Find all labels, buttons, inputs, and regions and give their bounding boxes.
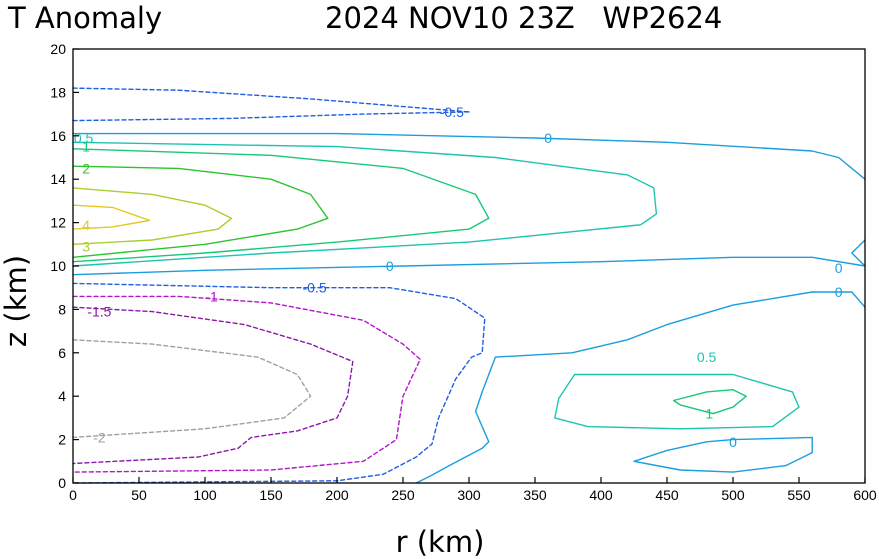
contour-line-10: [72, 282, 486, 484]
x-axis: 0 50 100 150 200 250 300 350 400 450 500 550 600: [69, 477, 877, 503]
contour-label: 0: [729, 434, 737, 450]
contour-line-2: [72, 132, 866, 180]
x-tick-label: 200: [325, 487, 349, 503]
x-tick-label: 350: [523, 487, 547, 503]
y-tick-label: 0: [58, 475, 66, 491]
contour-label: 0: [835, 260, 843, 276]
contour-line-8: [72, 256, 866, 276]
contour-line-16: [672, 389, 747, 415]
x-tick-label: 250: [391, 487, 415, 503]
contour-label: 0: [386, 258, 394, 274]
contour-line-4: [72, 148, 490, 263]
x-tick-label: 450: [655, 487, 679, 503]
x-axis-label: r (km): [396, 525, 485, 559]
contour-label: -2: [93, 429, 106, 445]
contour-label: -0.5: [302, 280, 326, 296]
contour-label: 0: [835, 284, 843, 300]
contour-line-1: [72, 111, 470, 122]
x-tick-label: 400: [589, 487, 613, 503]
plot-frame: [72, 48, 866, 484]
y-tick-label: 6: [58, 345, 66, 361]
contour-label: 3: [82, 238, 90, 254]
x-tick-label: 100: [193, 487, 217, 503]
chart-subtitle: 2024 NOV10 23Z WP2624: [325, 1, 722, 35]
y-tick-label: 18: [50, 84, 66, 100]
contour-line-13: [72, 339, 312, 439]
x-tick-label: 600: [853, 487, 877, 503]
y-axis-label: z (km): [0, 255, 33, 347]
contour-label: 2: [82, 160, 90, 176]
y-tick-label: 4: [58, 388, 66, 404]
y-tick-label: 14: [50, 171, 66, 187]
contour-label: 0: [544, 130, 552, 146]
contour-label: 0.5: [697, 349, 717, 365]
contour-label: -1: [205, 288, 218, 304]
y-tick-label: 16: [50, 128, 66, 144]
contour-label: -0.5: [440, 104, 464, 120]
contour-line-6: [72, 187, 233, 245]
contour-line-0: [72, 87, 470, 113]
y-tick-label: 2: [58, 432, 66, 448]
x-tick-label: 150: [259, 487, 283, 503]
x-tick-label: 50: [131, 487, 147, 503]
x-tick-label: 0: [69, 487, 77, 503]
contour-line-14: [415, 291, 866, 484]
y-tick-label: 8: [58, 301, 66, 317]
contour-line-12: [72, 306, 354, 465]
contour-line-17: [633, 436, 813, 473]
y-tick-label: 10: [50, 258, 66, 274]
contour-label: 1: [82, 139, 90, 155]
contour-line-3: [72, 141, 658, 267]
chart-title: T Anomaly: [7, 1, 162, 35]
contour-line-9: [851, 239, 866, 267]
contour-line-15: [554, 373, 800, 430]
contour-label: 4: [82, 217, 90, 233]
x-tick-label: 550: [787, 487, 811, 503]
y-tick-label: 20: [50, 41, 66, 57]
contour-layer: [72, 87, 866, 484]
contour-line-11: [72, 295, 421, 473]
y-axis: 0 2 4 6 8 10 12 14 16 18 20: [50, 41, 79, 491]
contour-label: 1: [705, 406, 713, 422]
x-tick-label: 500: [721, 487, 745, 503]
y-tick-label: 12: [50, 215, 66, 231]
contour-label: -1.5: [87, 304, 111, 320]
contour-line-7: [72, 204, 151, 230]
x-tick-label: 300: [457, 487, 481, 503]
contour-line-5: [72, 165, 329, 258]
contour-label: 0.5: [74, 130, 94, 146]
